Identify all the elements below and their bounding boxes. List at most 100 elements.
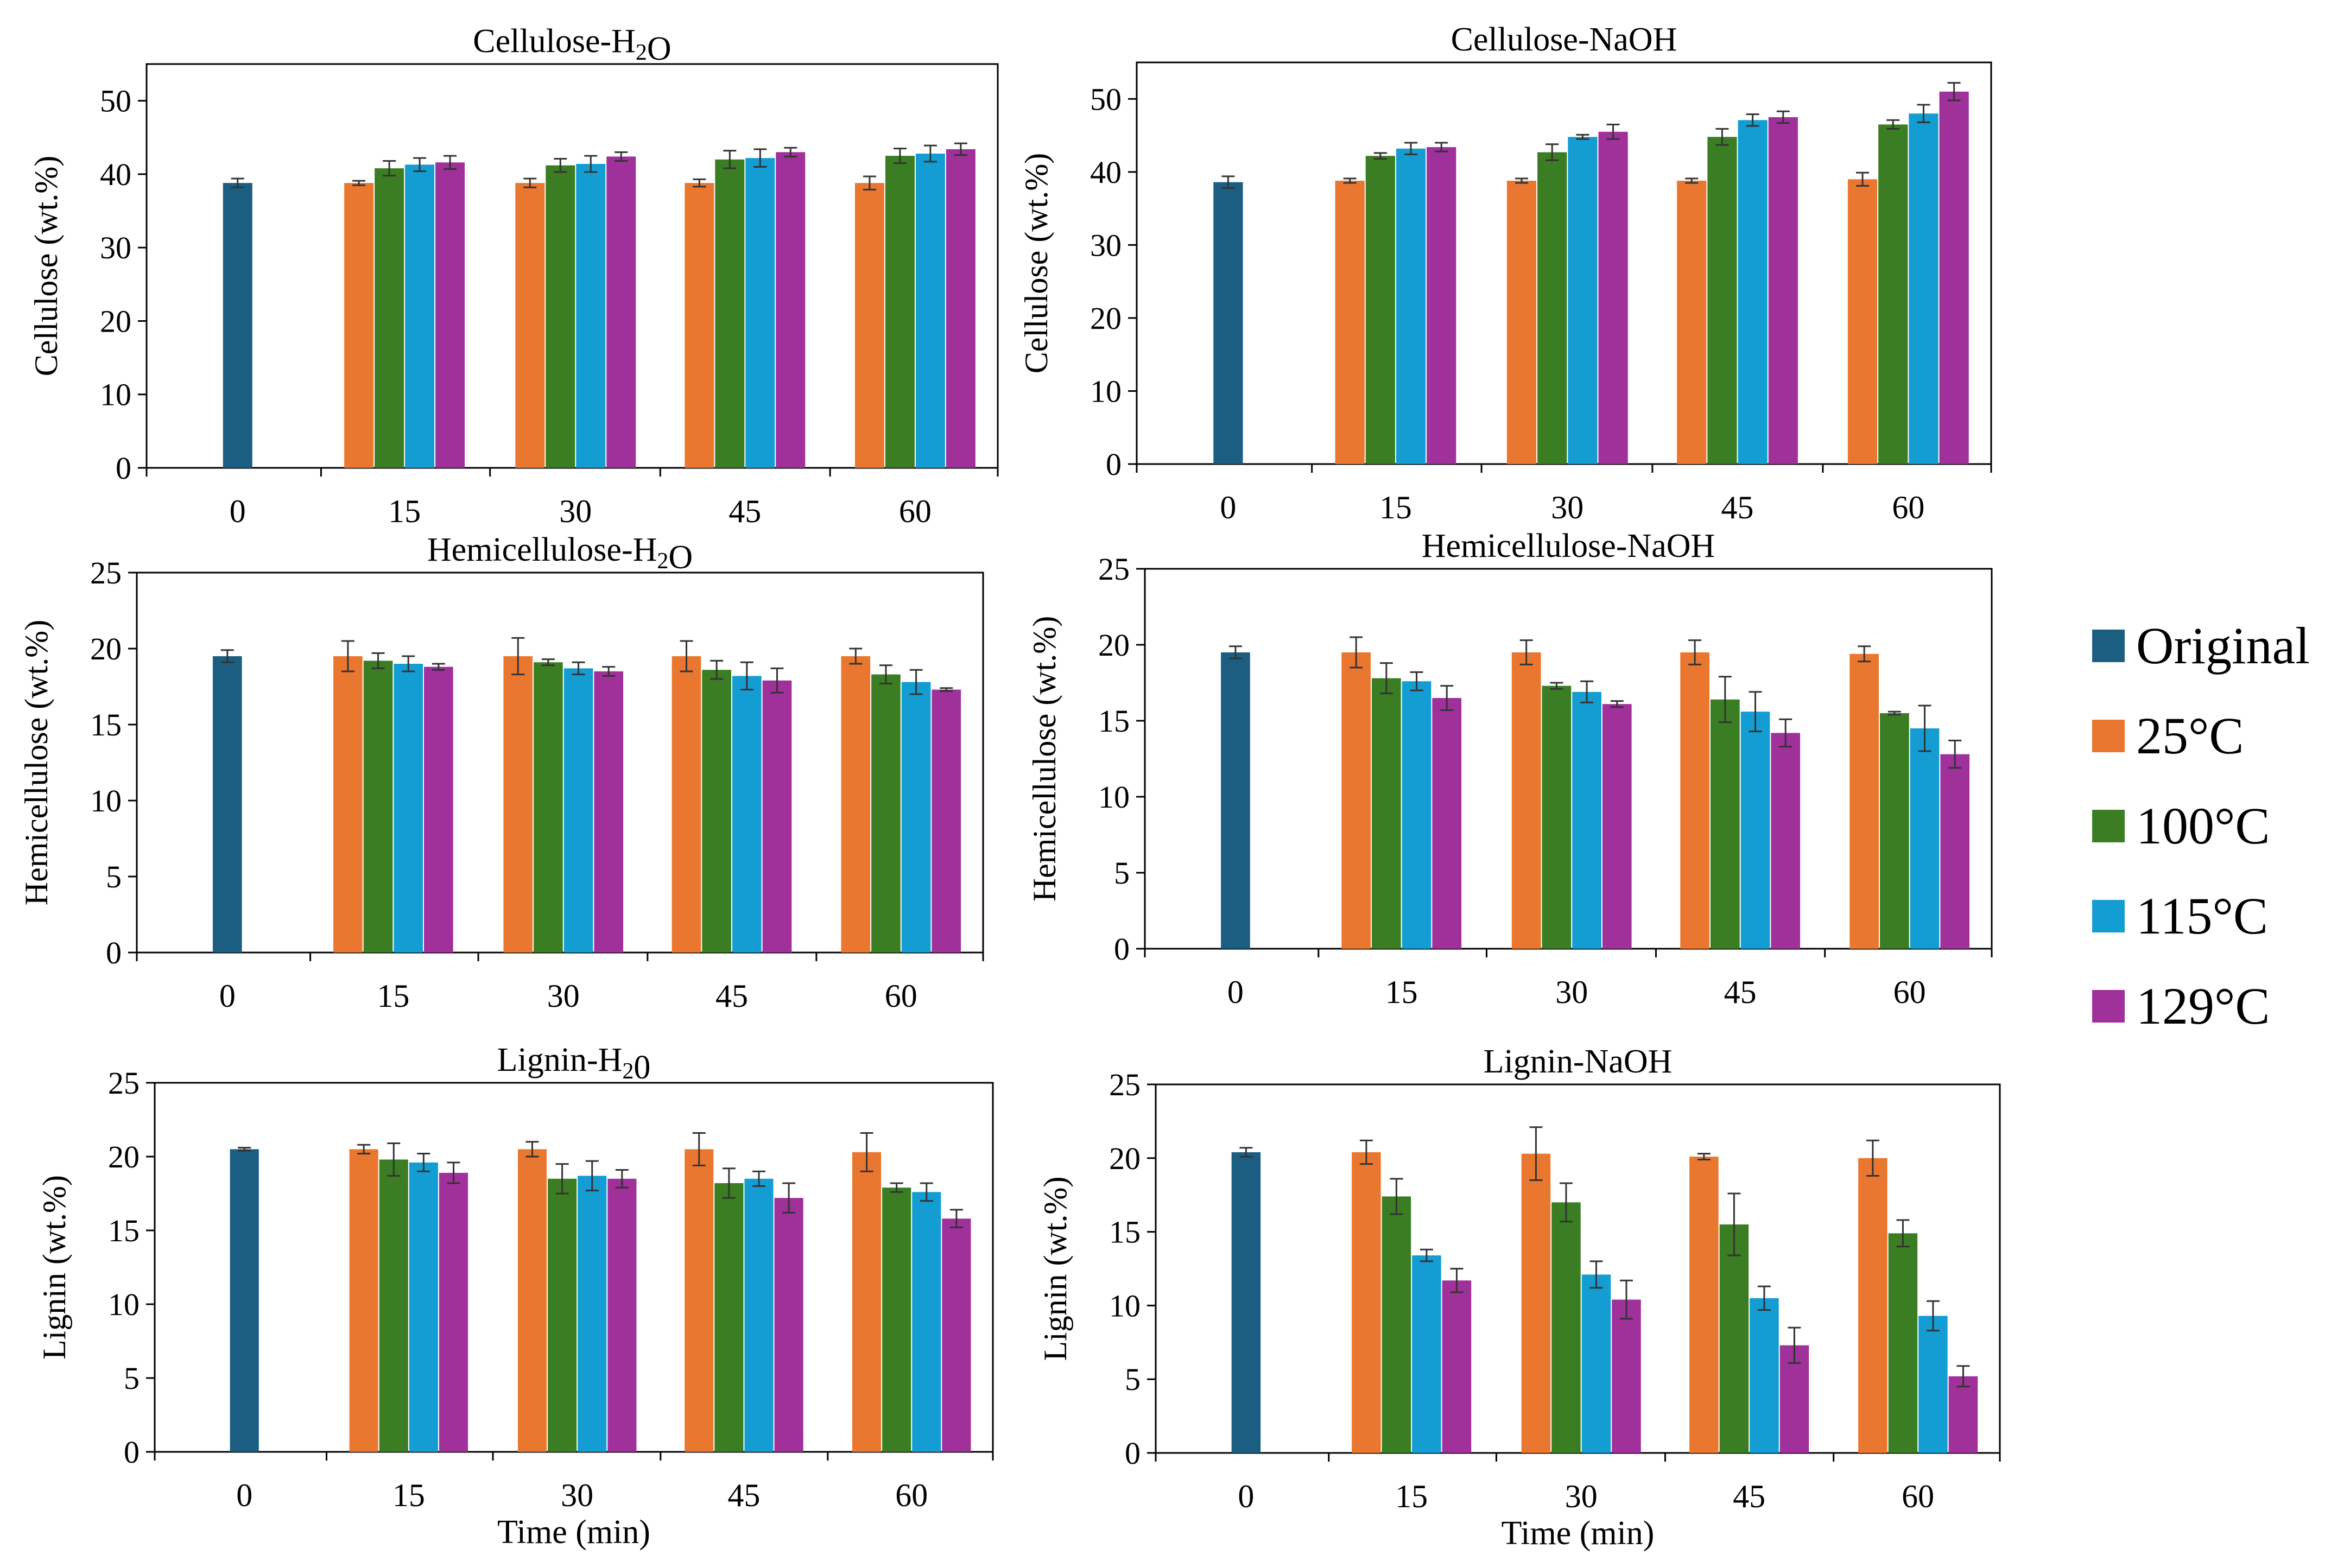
y-tick-label: 20 [1098,627,1130,663]
bar-original-0 [1221,652,1250,949]
y-tick-label: 15 [1098,703,1130,739]
error-bar [402,655,415,672]
bar-100c-15 [1371,678,1401,949]
x-tick-label: 60 [1902,1478,1934,1514]
bar-115c-45 [1750,1298,1779,1453]
x-tick-label: 0 [1220,490,1236,525]
bar-129c-30 [1598,131,1628,464]
error-bar [371,652,385,669]
error-bar [447,1161,460,1184]
y-tick-label: 0 [1125,1436,1141,1471]
bar-100c-30 [548,1178,577,1452]
y-axis-label: Hemicellulose (wt.%) [18,620,54,906]
y-axis: 0 5 10 15 20 25 [1098,551,1145,967]
bar-100c-45 [1710,699,1740,949]
error-bar [1420,1248,1433,1262]
bar-115c-15 [394,664,423,953]
error-bar [541,658,555,666]
bar-25c-30 [503,656,533,953]
error-bar [1221,175,1235,189]
error-bar [1529,1126,1543,1182]
y-axis: 0 10 20 30 40 50 [1090,81,1137,482]
bar-115c-15 [405,164,435,468]
error-bar [1887,710,1901,716]
error-bar [879,664,892,684]
error-bar [1947,82,1961,101]
error-bar [1550,682,1563,690]
bars [223,142,976,468]
error-bar [1440,685,1454,711]
bar-129c-15 [1427,147,1456,464]
bar-115c-15 [1396,148,1426,464]
bar-25c-60 [854,183,884,468]
bar-115c-60 [1918,1316,1948,1453]
legend-swatch [2092,810,2125,842]
error-bar [525,1141,539,1158]
y-tick-label: 0 [1106,447,1122,482]
error-bar [231,177,244,188]
bar-25c-45 [685,183,714,468]
bar-100c-45 [1719,1224,1749,1453]
x-axis: 0 15 30 45 60 [1155,1453,2001,1514]
y-tick-label: 50 [1090,81,1122,117]
bar-25c-60 [1847,179,1878,465]
y-tick-label: 25 [1098,551,1130,587]
bar-115c-30 [576,163,606,468]
error-bar [710,659,724,680]
bars [230,1132,971,1452]
error-bar [383,160,396,177]
error-bar [1926,1300,1940,1332]
error-bar [740,661,753,691]
bar-129c-45 [1771,733,1801,949]
y-axis-label: Lignin (wt.%) [1037,1177,1073,1361]
legend-label: 100°C [2136,797,2270,855]
bar-25c-60 [1858,1158,1887,1453]
legend-swatch [2092,720,2125,752]
y-tick-label: 10 [1109,1288,1141,1323]
legend-item: 100°C [2092,797,2270,855]
bar-129c-45 [762,680,792,953]
error-bar [1866,1139,1879,1177]
error-bar [893,148,907,164]
error-bar [923,144,937,163]
error-bar [722,1167,736,1199]
y-tick-label: 40 [1090,155,1122,190]
bar-115c-15 [1402,681,1431,949]
error-bar [352,180,366,186]
error-bar [1390,1178,1403,1215]
bar-129c-30 [606,156,636,468]
y-axis: 0 5 10 15 20 25 [1109,1067,1156,1471]
chart-hemicellulose-h2o: 0 5 10 15 20 25 0 15 30 45 60 Hemicellulose-H2O Hemi… [18,531,984,1014]
error-bar [1788,1326,1801,1364]
y-tick-label: 20 [108,1139,140,1175]
bar-25c-30 [1521,1153,1551,1453]
x-axis: 0 15 30 45 60 [1136,464,1992,525]
error-bar [863,175,876,191]
bar-115c-60 [1909,113,1939,464]
bar-115c-60 [1910,728,1940,949]
bar-25c-60 [852,1152,882,1452]
y-tick-label: 15 [1109,1215,1141,1250]
bar-129c-60 [932,689,961,953]
error-bar [1697,1153,1711,1161]
bars [1231,1126,1978,1453]
legend-label: 25°C [2136,707,2244,765]
bar-115c-15 [1412,1255,1441,1453]
bar-129c-30 [1612,1299,1641,1453]
x-tick-label: 30 [1565,1478,1598,1514]
error-bar [1410,671,1423,691]
error-bar [417,1153,430,1172]
legend-swatch [2092,630,2125,662]
chart-title: Cellulose-NaOH [1451,21,1677,58]
error-bar [413,157,427,172]
chart-lignin-naoh: 0 5 10 15 20 25 0 15 30 45 60 Lignin-NaOH Lignin (wt… [1037,1043,2001,1552]
x-tick-label: 45 [1721,490,1754,525]
y-tick-label: 10 [90,783,122,818]
bar-115c-60 [915,154,945,468]
bar-25c-15 [1352,1152,1381,1453]
bar-original-0 [230,1149,259,1452]
chart-lignin-h2o: 0 5 10 15 20 25 0 15 30 45 60 Lignin-H20 Lignin (wt.… [36,1042,994,1551]
bar-129c-45 [1768,117,1798,465]
error-bar [770,667,784,694]
bar-25c-15 [1341,652,1371,949]
